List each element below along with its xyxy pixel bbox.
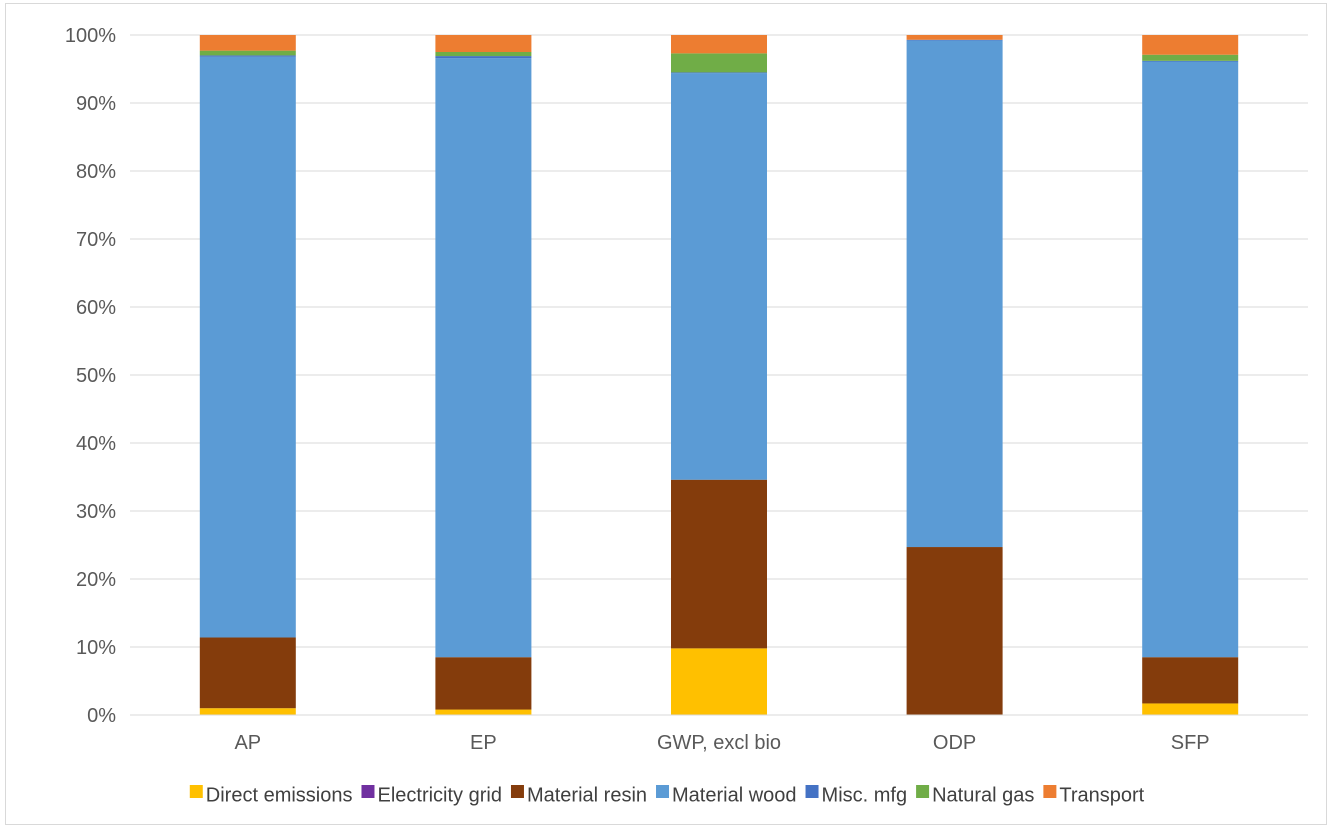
legend-label: Material resin: [527, 784, 647, 806]
y-tick-label: 70%: [76, 229, 116, 251]
y-tick-label: 80%: [76, 161, 116, 183]
x-tick-label: EP: [470, 732, 497, 754]
legend-swatch: [805, 785, 819, 798]
bar-segment: [671, 73, 767, 480]
bar-segment: [671, 479, 767, 649]
y-tick-label: 0%: [87, 705, 116, 727]
legend-item: Natural gas: [916, 784, 1034, 806]
bar-segment: [671, 72, 767, 74]
bar-segment: [906, 547, 1003, 715]
legend-item: Transport: [1043, 784, 1145, 806]
legend-label: Natural gas: [932, 784, 1034, 806]
bar-segment: [435, 58, 532, 658]
x-tick-label: ODP: [933, 732, 976, 754]
x-axis-labels: AP EP GWP, excl bio ODP SFP: [234, 732, 1209, 754]
bar-segment: [1142, 61, 1239, 658]
legend-item: Direct emissions: [189, 784, 353, 806]
bar-segment: [199, 708, 296, 715]
legend-swatch: [1043, 785, 1057, 798]
legend-swatch: [361, 785, 375, 798]
bar-segment: [671, 35, 767, 54]
legend: Direct emissions Electricity grid Material…: [189, 784, 1145, 806]
legend-label: Electricity grid: [377, 784, 501, 806]
bar-segment: [435, 35, 532, 52]
y-tick-label: 10%: [76, 637, 116, 659]
bar-segment: [199, 56, 296, 638]
legend-swatch: [656, 785, 670, 798]
legend-item: Electricity grid: [361, 784, 502, 806]
bar-segment: [671, 53, 767, 73]
bar-segment: [1142, 60, 1239, 62]
bar-segment: [435, 56, 532, 59]
legend-swatch: [916, 785, 930, 798]
bar-segment: [671, 648, 767, 715]
legend-item: Material resin: [510, 784, 647, 806]
bar-segment: [199, 55, 296, 57]
x-tick-label: SFP: [1171, 732, 1210, 754]
legend-item: Misc. mfg: [805, 784, 908, 806]
x-tick-label: AP: [234, 732, 261, 754]
x-tick-label: GWP, excl bio: [657, 732, 781, 754]
bar-segment: [906, 35, 1003, 40]
bar-segment: [435, 709, 532, 715]
legend-label: Direct emissions: [206, 784, 353, 806]
y-tick-label: 30%: [76, 501, 116, 523]
bar-segment: [435, 657, 532, 710]
bar-segment: [906, 40, 1003, 548]
bar-segment: [1142, 54, 1239, 61]
bar-segment: [199, 637, 296, 709]
legend-item: Material wood: [656, 784, 797, 806]
bar-segment: [1142, 657, 1239, 704]
y-tick-label: 100%: [65, 25, 116, 47]
y-axis-ticks: 0% 10% 20% 30% 40% 50% 60% 70% 80% 90% 100%: [65, 25, 116, 727]
legend-swatch: [510, 785, 524, 798]
legend-label: Misc. mfg: [822, 784, 908, 806]
bar-segment: [1142, 35, 1239, 55]
y-tick-label: 60%: [76, 297, 116, 319]
y-tick-label: 50%: [76, 365, 116, 387]
y-tick-label: 40%: [76, 433, 116, 455]
legend-label: Material wood: [672, 784, 797, 806]
legend-swatch: [189, 785, 203, 798]
y-tick-label: 90%: [76, 93, 116, 115]
bar-segment: [1142, 703, 1239, 715]
bar-segment: [199, 35, 296, 51]
bar-segment: [435, 52, 532, 57]
bars: [199, 35, 1239, 715]
bar-segment: [199, 50, 296, 56]
y-tick-label: 20%: [76, 569, 116, 591]
bar-segment: [906, 39, 1003, 41]
legend-label: Transport: [1059, 784, 1144, 806]
